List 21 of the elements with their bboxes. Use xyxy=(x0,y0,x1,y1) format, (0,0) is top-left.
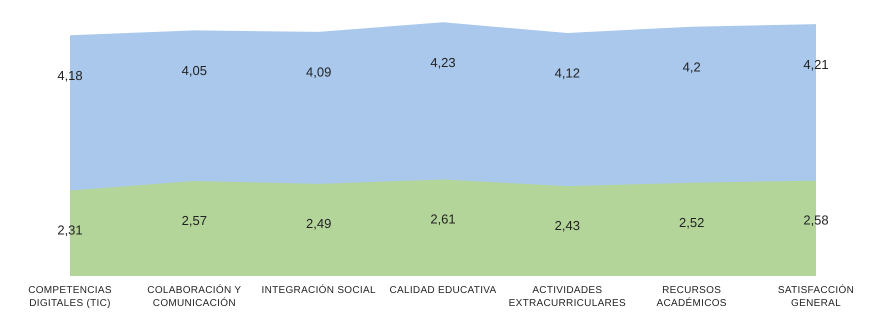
data-label: 2,52 xyxy=(679,214,704,230)
data-label: 2,43 xyxy=(554,218,580,234)
data-label: 2,61 xyxy=(430,211,456,226)
x-tick-label: ACTIVIDADES EXTRACURRICULARES xyxy=(508,285,626,309)
data-label: 2,57 xyxy=(182,212,207,228)
x-tick-label: RECURSOS ACADÉMICOS xyxy=(656,285,727,309)
x-tick-label: COLABORACIÓN Y COMUNICACIÓN xyxy=(147,284,242,309)
x-tick-label: COMPETENCIAS DIGITALES (TIC) xyxy=(28,285,112,309)
data-label: 4,21 xyxy=(803,56,829,72)
data-label: 4,2 xyxy=(682,59,701,74)
data-label: 4,12 xyxy=(554,66,580,81)
data-label: 2,49 xyxy=(306,216,332,231)
x-tick-label: INTEGRACIÓN SOCIAL xyxy=(262,284,376,296)
data-label: 4,23 xyxy=(430,55,456,70)
x-tick-label: CALIDAD EDUCATIVA xyxy=(390,285,497,296)
x-tick-label: SATISFACCIÓN GENERAL xyxy=(778,284,854,309)
data-label: 2,58 xyxy=(803,212,829,228)
data-label: 2,31 xyxy=(57,222,83,238)
data-label: 4,05 xyxy=(182,63,207,78)
data-label: 4,18 xyxy=(57,68,83,83)
data-label: 4,09 xyxy=(306,64,332,80)
